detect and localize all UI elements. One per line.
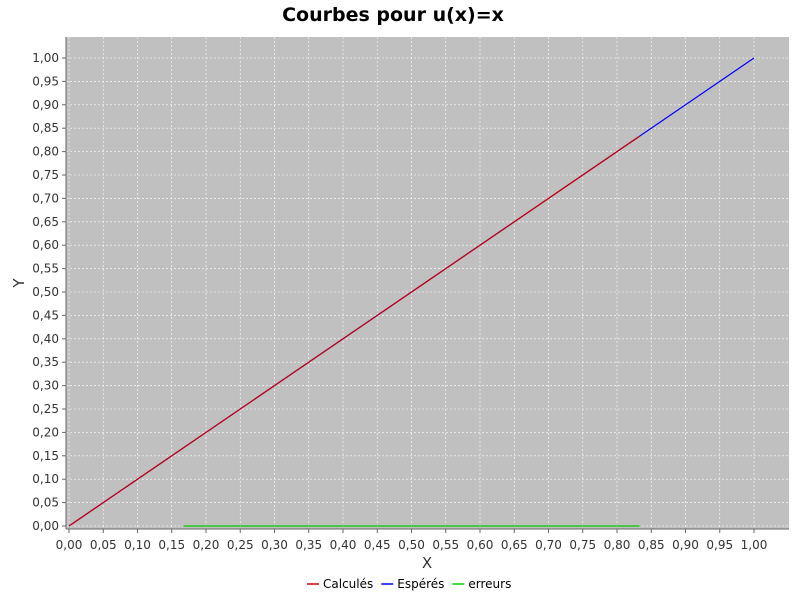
y-tick-label: 0,85 — [32, 121, 59, 135]
x-tick-label: 1,00 — [741, 538, 768, 552]
plot-area — [66, 37, 789, 529]
y-tick-label: 0,70 — [32, 191, 59, 205]
y-tick-label: 0,75 — [32, 168, 59, 182]
y-tick-label: 1,00 — [32, 51, 59, 65]
y-tick-label: 0,10 — [32, 472, 59, 486]
y-tick-label: 0,30 — [32, 379, 59, 393]
axes: 0,00 0,05 0,10 0,15 0,20 0,25 0,30 0,35 0,40 0,45… — [32, 37, 789, 552]
series — [68, 57, 755, 527]
x-tick-label: 0,80 — [604, 538, 631, 552]
y-tick-label: 0,90 — [32, 98, 59, 112]
y-tick-label: 0,25 — [32, 402, 59, 416]
legend: Calculés Espérés erreurs — [307, 577, 511, 591]
x-tick-label: 0,45 — [364, 538, 391, 552]
y-tick-label: 0,05 — [32, 496, 59, 510]
x-tick-label: 0,00 — [56, 538, 83, 552]
x-tick-label: 0,90 — [672, 538, 699, 552]
x-tick-label: 0,30 — [261, 538, 288, 552]
x-tick-label: 0,50 — [398, 538, 425, 552]
y-tick-label: 0,45 — [32, 308, 59, 322]
x-tick-label: 0,85 — [638, 538, 665, 552]
x-tick-label: 0,10 — [124, 538, 151, 552]
x-tick-label: 0,05 — [90, 538, 117, 552]
x-tick-label: 0,20 — [193, 538, 220, 552]
legend-label: erreurs — [468, 577, 511, 591]
y-tick-label: 0,60 — [32, 238, 59, 252]
x-tick-label: 0,40 — [330, 538, 357, 552]
y-tick-label: 0,35 — [32, 355, 59, 369]
y-tick-label: 0,00 — [32, 519, 59, 533]
series-line-0 — [68, 135, 640, 527]
y-tick-label: 0,40 — [32, 332, 59, 346]
x-tick-label: 0,60 — [467, 538, 494, 552]
legend-label: Calculés — [323, 577, 373, 591]
grid — [66, 37, 789, 529]
y-tick-label: 0,65 — [32, 215, 59, 229]
x-tick-label: 0,35 — [295, 538, 322, 552]
chart-title: Courbes pour u(x)=x — [282, 4, 504, 26]
x-tick-label: 0,75 — [569, 538, 596, 552]
y-axis-label: Y — [10, 278, 28, 289]
x-tick-label: 0,65 — [501, 538, 528, 552]
y-tick-label: 0,80 — [32, 145, 59, 159]
y-tick-label: 0,50 — [32, 285, 59, 299]
x-tick-label: 0,70 — [535, 538, 562, 552]
x-tick-label: 0,55 — [432, 538, 459, 552]
x-axis-label: X — [422, 554, 432, 572]
x-tick-label: 0,15 — [158, 538, 185, 552]
y-tick-label: 0,20 — [32, 425, 59, 439]
x-tick-label: 0,25 — [227, 538, 254, 552]
y-tick-label: 0,95 — [32, 74, 59, 88]
y-tick-label: 0,15 — [32, 449, 59, 463]
x-tick-label: 0,95 — [706, 538, 733, 552]
legend-label: Espérés — [397, 577, 444, 591]
y-tick-label: 0,55 — [32, 262, 59, 276]
